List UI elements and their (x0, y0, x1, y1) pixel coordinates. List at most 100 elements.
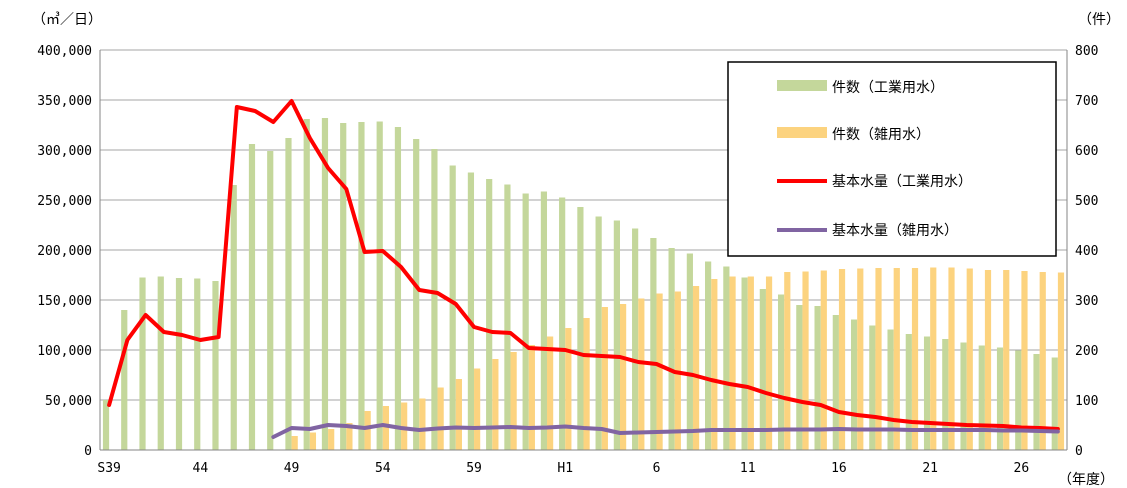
x-tick-label: S39 (97, 461, 120, 476)
right-axis-unit: （件） (1078, 12, 1120, 28)
bar (984, 270, 992, 450)
bar (1021, 271, 1028, 450)
bar (449, 165, 456, 450)
bar (346, 423, 353, 450)
y-right-tick-label: 700 (1075, 94, 1098, 109)
bar (486, 179, 493, 450)
bar (394, 127, 402, 450)
bar (102, 400, 110, 450)
bar (729, 276, 736, 450)
y-right-tick-label: 100 (1075, 394, 1098, 409)
y-right-tick-label: 600 (1075, 144, 1098, 159)
x-tick-label: 21 (922, 461, 938, 476)
legend-label-count-industrial: 件数（工業用水） (832, 80, 944, 96)
bar (820, 270, 827, 450)
legend-label-count-misc: 件数（雑用水） (832, 127, 930, 143)
y-right-tick-label: 400 (1075, 244, 1098, 259)
y-left-tick-label: 150,000 (37, 294, 92, 309)
bar (923, 336, 931, 450)
y-right-tick-label: 500 (1075, 194, 1098, 209)
bar (510, 352, 517, 450)
bar (492, 359, 499, 450)
legend-label-volume-industrial: 基本水量（工業用水） (832, 173, 972, 190)
bar (455, 379, 462, 450)
bar (285, 138, 292, 450)
x-tick-label: 16 (831, 461, 847, 476)
bar (832, 315, 839, 450)
bar (437, 387, 444, 450)
x-tick-label: H1 (557, 461, 573, 476)
bar (583, 318, 590, 450)
bar (230, 185, 237, 450)
bar (911, 268, 919, 450)
bar (1033, 354, 1040, 450)
bar (869, 325, 876, 450)
series-line-volume-misc (271, 423, 1060, 439)
bar (577, 207, 584, 450)
bar (930, 267, 937, 450)
bar (1057, 272, 1065, 450)
bar (838, 269, 846, 450)
series-line-volume-industrial (107, 99, 1060, 431)
bar (595, 216, 602, 450)
bar (613, 220, 620, 450)
bar (175, 278, 183, 450)
legend: 件数（工業用水） 件数（雑用水） 基本水量（工業用水） 基本水量（雑用水） (727, 61, 1057, 257)
bar (540, 191, 548, 450)
bar (522, 193, 529, 450)
bar (601, 307, 608, 450)
bar (656, 293, 663, 450)
bar (759, 289, 766, 450)
y-left-tick-label: 50,000 (45, 394, 92, 409)
bar (248, 144, 256, 450)
bar (978, 345, 985, 450)
bar (267, 151, 274, 450)
bar (382, 406, 389, 450)
bar (875, 268, 882, 450)
bar (358, 122, 365, 450)
bar (948, 267, 955, 450)
bar (723, 266, 730, 450)
y-right-tick-label: 300 (1075, 294, 1098, 309)
bar (1003, 270, 1010, 450)
bar (401, 402, 408, 450)
bar (212, 281, 219, 450)
x-tick-label: 26 (1014, 461, 1030, 476)
bar (565, 328, 572, 450)
y-left-tick-label: 0 (84, 444, 92, 459)
y-right-tick-label: 200 (1075, 344, 1098, 359)
x-tick-label: 49 (284, 461, 300, 476)
bar (121, 310, 128, 450)
legend-label-volume-misc: 基本水量（雑用水） (832, 222, 958, 239)
legend-swatch-count-industrial (777, 80, 827, 91)
bar (328, 429, 335, 450)
x-tick-label: 59 (466, 461, 482, 476)
bar (364, 411, 371, 450)
y-left-tick-label: 300,000 (37, 144, 92, 159)
bar (857, 268, 864, 450)
bar (559, 197, 566, 450)
y-left-tick-label: 350,000 (37, 94, 92, 109)
bar (942, 339, 949, 450)
left-axis-unit: （㎥／日） (32, 12, 102, 28)
bar (309, 432, 317, 450)
bar (887, 329, 894, 450)
y-left-tick-label: 100,000 (37, 344, 92, 359)
bar (802, 271, 809, 450)
bar (960, 342, 967, 450)
y-right-tick-label: 0 (1075, 444, 1083, 459)
bar (413, 139, 420, 450)
bar (850, 319, 858, 450)
bar (893, 268, 900, 450)
bar (705, 261, 712, 450)
bar (419, 398, 426, 450)
bar (692, 286, 700, 450)
bar (711, 279, 718, 450)
bar (303, 119, 310, 450)
bar (431, 149, 438, 450)
bar (139, 277, 146, 450)
bar (504, 184, 511, 450)
bar (747, 276, 754, 450)
y-left-tick-label: 250,000 (37, 194, 92, 209)
